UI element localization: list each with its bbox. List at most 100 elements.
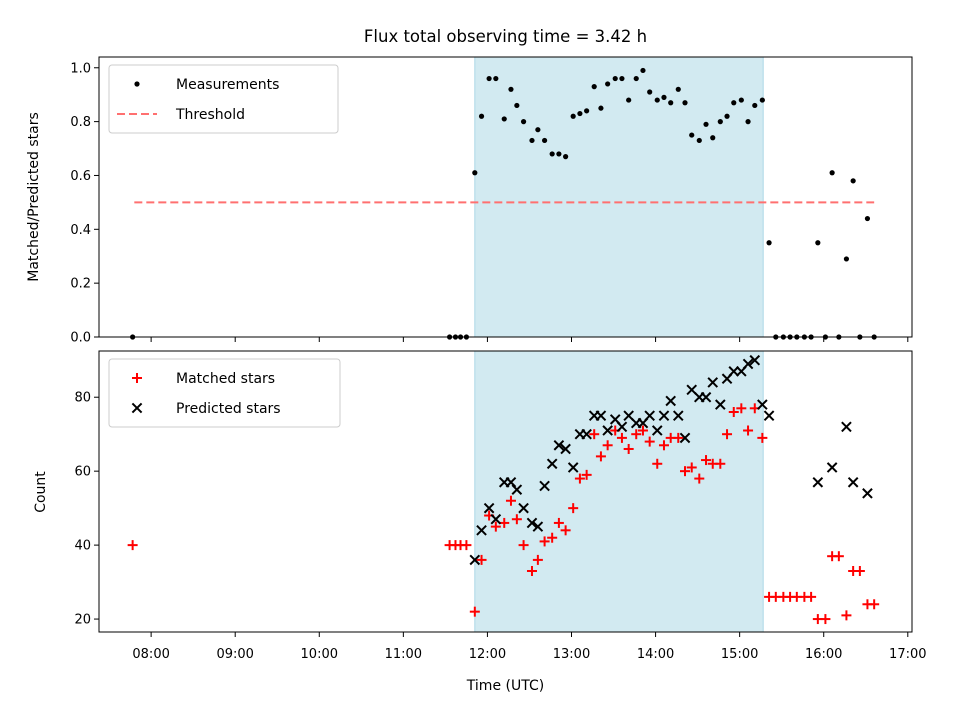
- data-point: [728, 407, 739, 418]
- legend: Measurements Threshold: [108, 64, 339, 134]
- bottom-y-axis-label: Count: [33, 471, 49, 513]
- data-point: [743, 425, 754, 436]
- data-point: [717, 119, 723, 125]
- data-point: [745, 119, 751, 125]
- data-point: [501, 116, 507, 122]
- data-point: [644, 436, 655, 447]
- y-tick-label: 1.0: [70, 61, 91, 76]
- data-point: [505, 476, 517, 488]
- data-point: [715, 458, 726, 469]
- x-tick-label: 15:00: [721, 647, 758, 662]
- data-point: [539, 536, 550, 547]
- data-point: [658, 410, 670, 422]
- data-point: [560, 443, 571, 455]
- legend-marker: [131, 402, 143, 414]
- data-point: [514, 102, 520, 109]
- data-point: [736, 403, 747, 414]
- data-point: [710, 135, 716, 141]
- legend-box: [108, 358, 341, 428]
- data-point: [520, 119, 527, 125]
- data-point: [869, 599, 880, 610]
- data-point: [486, 75, 492, 82]
- data-point: [820, 614, 831, 625]
- data-point: [490, 521, 501, 532]
- chart-title: Flux total observing time = 3.42 h: [364, 27, 647, 46]
- data-point: [539, 480, 550, 492]
- x-tick-label: 14:00: [637, 647, 674, 662]
- y-tick-label: 60: [74, 465, 91, 480]
- data-point: [763, 410, 775, 422]
- legend: Matched stars Predicted stars: [108, 358, 341, 428]
- data-point: [553, 439, 565, 451]
- data-point: [651, 425, 663, 436]
- data-point: [759, 97, 765, 103]
- data-point: [511, 484, 523, 495]
- data-point: [581, 469, 592, 480]
- data-point: [742, 358, 754, 370]
- data-point: [526, 517, 538, 529]
- data-point: [665, 395, 677, 407]
- data-point: [546, 458, 558, 470]
- data-point: [508, 86, 514, 92]
- data-point: [640, 67, 646, 74]
- y-tick-label: 0.4: [70, 223, 91, 238]
- data-point: [574, 473, 585, 484]
- legend-marker: [132, 373, 142, 383]
- data-point: [461, 540, 472, 551]
- data-point: [841, 610, 852, 621]
- data-point: [728, 366, 740, 377]
- data-point: [529, 137, 535, 144]
- data-point: [472, 170, 478, 176]
- data-point: [567, 462, 579, 473]
- data-point: [689, 132, 695, 138]
- y-tick-label: 0.2: [70, 277, 91, 292]
- data-point: [535, 127, 541, 133]
- data-point: [654, 97, 660, 103]
- data-point: [563, 154, 569, 160]
- x-tick-label: 11:00: [385, 647, 422, 662]
- x-tick-label: 12:00: [469, 647, 506, 662]
- data-point: [707, 377, 719, 388]
- y-tick-label: 0.0: [70, 331, 91, 346]
- data-point: [815, 240, 821, 246]
- data-point: [532, 521, 544, 532]
- data-point: [505, 495, 516, 506]
- data-point: [626, 97, 632, 103]
- data-point: [589, 429, 600, 440]
- x-tick-label: 08:00: [132, 647, 169, 662]
- x-tick-label: 16:00: [805, 647, 842, 662]
- observing-interval-shade: [474, 350, 764, 633]
- legend-label: Measurements: [176, 77, 279, 93]
- y-tick-label: 20: [74, 613, 91, 628]
- data-point: [581, 428, 592, 440]
- data-point: [602, 440, 613, 451]
- data-point: [862, 488, 873, 499]
- legend-label: Matched stars: [176, 371, 275, 387]
- x-axis-label: Time (UTC): [466, 678, 544, 694]
- data-point: [661, 94, 667, 100]
- legend-marker: [134, 81, 140, 87]
- data-point: [806, 591, 817, 602]
- data-point: [843, 256, 850, 262]
- data-point: [722, 429, 733, 440]
- data-point: [686, 462, 697, 473]
- data-point: [591, 84, 597, 90]
- data-point: [854, 565, 865, 576]
- data-point: [826, 462, 838, 473]
- data-point: [694, 473, 705, 484]
- data-point: [757, 432, 768, 443]
- data-point: [568, 503, 579, 514]
- data-point: [616, 421, 628, 433]
- data-point: [749, 354, 761, 366]
- data-point: [476, 525, 487, 536]
- y-tick-label: 0.8: [70, 115, 91, 130]
- data-point: [682, 100, 688, 106]
- data-point: [623, 443, 634, 454]
- data-point: [553, 517, 564, 528]
- data-point: [595, 451, 606, 462]
- data-point: [724, 113, 730, 119]
- data-point: [696, 137, 702, 144]
- data-point: [541, 137, 548, 144]
- data-point: [658, 440, 669, 451]
- y-tick-label: 80: [74, 391, 91, 406]
